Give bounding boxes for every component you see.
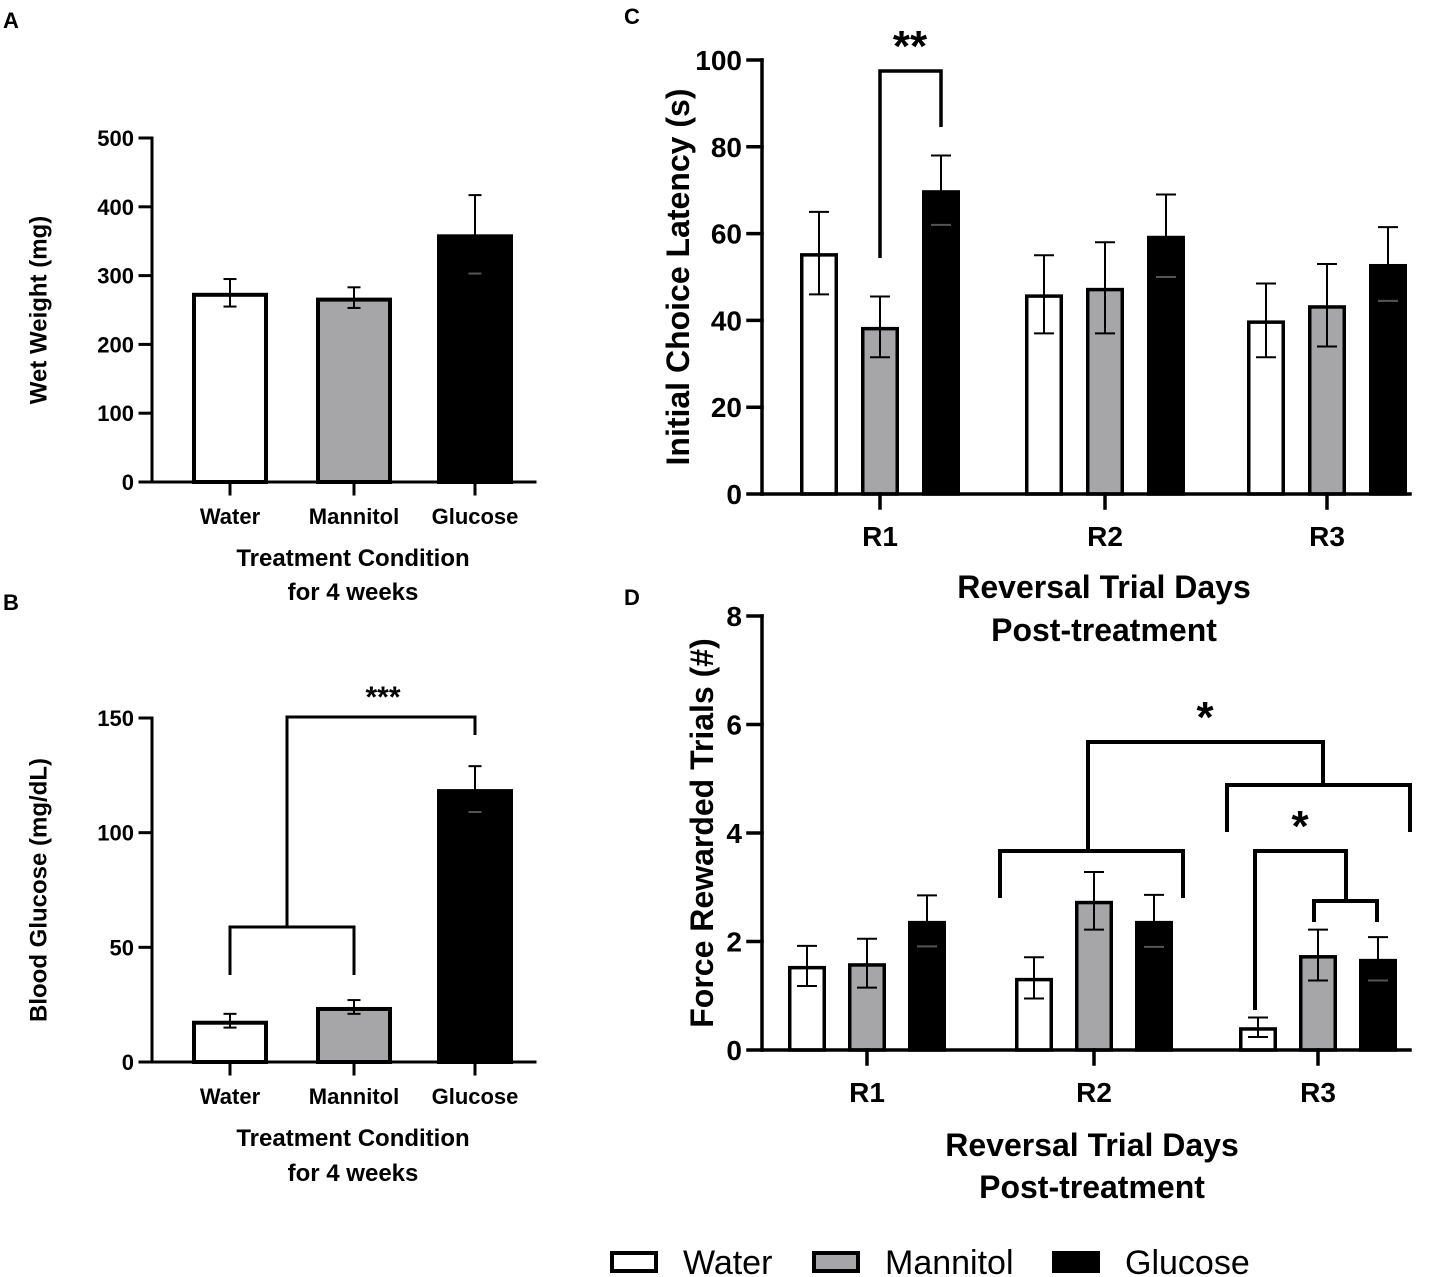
x-axis-title: for 4 weeks: [288, 1160, 419, 1187]
y-tick-label: 200: [97, 332, 134, 357]
y-tick-label: 0: [726, 479, 742, 510]
x-tick-label: R2: [1076, 1077, 1112, 1108]
y-tick-label: 0: [122, 1050, 134, 1075]
legend-swatch-glucose: [1052, 1251, 1100, 1273]
sig-label: ***: [365, 681, 400, 714]
y-axis-title: Wet Weight (mg): [25, 216, 52, 404]
y-tick-label: 100: [695, 45, 742, 76]
panel-a: A 0 100 200 300 400 500 Wet Weight (mg) Water Man…: [3, 8, 537, 606]
bar-glucose: [437, 234, 513, 484]
sig-bracket: [1086, 740, 1325, 851]
sig-bracket: [228, 925, 356, 975]
y-tick-label: 6: [726, 710, 742, 741]
sig-bracket: [1312, 899, 1379, 922]
y-tick-label: 0: [122, 470, 134, 495]
panel-b: B 0 50 100 150 Blood Glucose (mg/dL) Water Mann…: [3, 590, 537, 1187]
x-tick-label: Water: [200, 504, 261, 529]
y-tick-label: 150: [97, 706, 134, 731]
y-tick-label: 100: [97, 821, 134, 846]
x-axis-title: Treatment Condition: [236, 1125, 469, 1152]
panel-letter: C: [624, 4, 640, 29]
legend-label: Glucose: [1125, 1244, 1250, 1277]
x-tick-label: R1: [849, 1077, 885, 1108]
sig-bracket: [285, 715, 477, 927]
y-tick-label: 400: [97, 195, 134, 220]
x-axis-title: Post-treatment: [991, 612, 1217, 648]
bar-mannitol: [316, 1006, 392, 1065]
y-axis-title: Initial Choice Latency (s): [660, 89, 696, 466]
y-axis-title: Blood Glucose (mg/dL): [25, 758, 52, 1022]
sig-label: *: [1196, 693, 1214, 742]
x-tick-label: Mannitol: [309, 1084, 399, 1109]
panel-letter: D: [624, 585, 640, 610]
x-axis-title: for 4 weeks: [288, 579, 419, 606]
y-tick-label: 80: [711, 132, 742, 163]
x-axis-title: Reversal Trial Days: [957, 569, 1251, 605]
x-axis-title: Post-treatment: [979, 1169, 1205, 1205]
y-tick-label: 300: [97, 264, 134, 289]
bar-glucose: [437, 789, 513, 1064]
legend-label: Mannitol: [885, 1244, 1014, 1277]
x-tick-label: Water: [200, 1084, 261, 1109]
y-tick-label: 500: [97, 126, 134, 151]
bar-water: [192, 1020, 268, 1064]
legend-swatch-water: [610, 1251, 658, 1273]
x-tick-label: Glucose: [432, 504, 519, 529]
panel-letter: A: [3, 8, 19, 33]
x-tick-label: R2: [1087, 521, 1123, 552]
bar-mannitol: [316, 297, 392, 484]
y-tick-label: 2: [726, 927, 742, 958]
legend: Water Mannitol Glucose: [610, 1244, 1250, 1277]
bar-glucose: [1147, 235, 1185, 496]
y-tick-label: 4: [726, 818, 742, 849]
panel-c: C 0 20 40 60 80 100 Initial Choice Latency (s) R…: [624, 4, 1412, 648]
legend-swatch-mannitol: [812, 1251, 860, 1273]
sig-bracket: [998, 849, 1185, 898]
y-axis-title: Force Rewarded Trials (#): [684, 638, 720, 1027]
legend-label: Water: [683, 1244, 772, 1277]
x-tick-label: Mannitol: [309, 504, 399, 529]
sig-label: *: [1291, 802, 1309, 851]
panel-letter: B: [3, 590, 19, 615]
x-tick-label: R3: [1300, 1077, 1336, 1108]
sig-label: **: [893, 22, 928, 71]
y-tick-label: 8: [726, 601, 742, 632]
sig-bracket: [1225, 783, 1412, 832]
x-tick-label: Glucose: [432, 1084, 519, 1109]
bar-glucose: [922, 190, 960, 496]
x-tick-label: R1: [862, 521, 898, 552]
y-tick-label: 40: [711, 305, 742, 336]
y-tick-label: 60: [711, 219, 742, 250]
x-axis-title: Treatment Condition: [236, 545, 469, 572]
y-tick-label: 100: [97, 401, 134, 426]
sig-bracket: [1253, 849, 1348, 1010]
sig-bracket: [878, 69, 943, 258]
y-tick-label: 0: [726, 1035, 742, 1066]
bar-water: [192, 292, 268, 484]
x-tick-label: R3: [1309, 521, 1345, 552]
y-tick-label: 20: [711, 392, 742, 423]
y-tick-label: 50: [110, 935, 134, 960]
x-axis-title: Reversal Trial Days: [945, 1127, 1239, 1163]
